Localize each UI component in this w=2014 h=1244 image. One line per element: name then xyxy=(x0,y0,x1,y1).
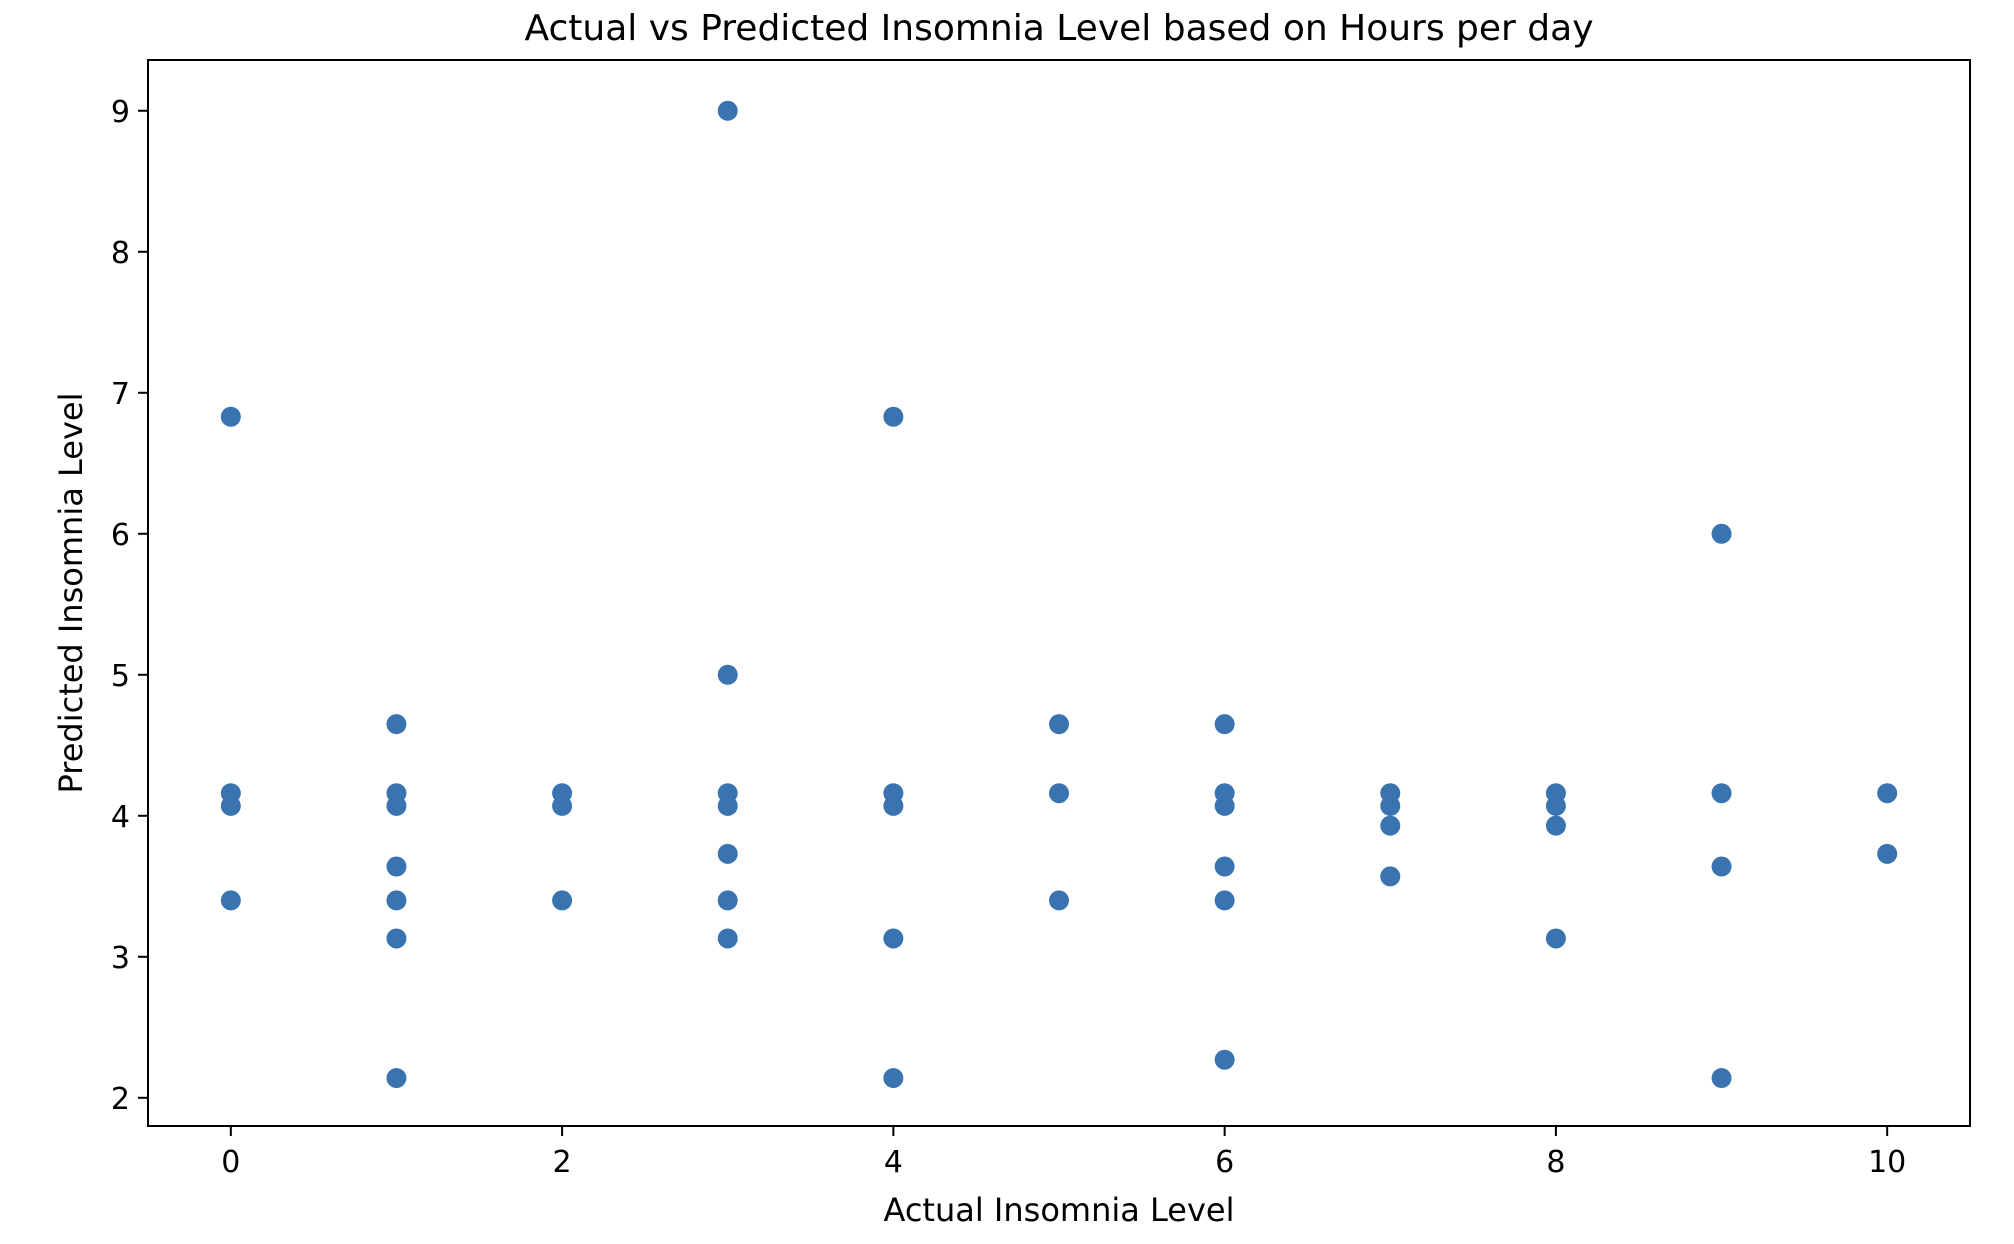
data-point xyxy=(717,795,738,816)
data-point xyxy=(717,100,738,121)
data-point xyxy=(717,664,738,685)
x-axis-label: Actual Insomnia Level xyxy=(884,1191,1235,1229)
data-point xyxy=(386,928,407,949)
x-tick-label: 8 xyxy=(1546,1145,1565,1180)
data-point xyxy=(883,928,904,949)
x-tick-label: 4 xyxy=(884,1145,903,1180)
x-tick-label: 10 xyxy=(1868,1145,1906,1180)
data-point xyxy=(1380,795,1401,816)
data-point xyxy=(386,856,407,877)
data-point xyxy=(1380,815,1401,836)
data-point xyxy=(883,1068,904,1089)
data-point xyxy=(717,928,738,949)
data-point xyxy=(386,795,407,816)
data-point xyxy=(1711,856,1732,877)
data-point xyxy=(386,714,407,735)
data-point xyxy=(220,890,241,911)
y-tick-label: 2 xyxy=(111,1082,130,1117)
y-tick-label: 8 xyxy=(111,236,130,271)
data-point xyxy=(552,890,573,911)
data-point xyxy=(386,890,407,911)
data-point xyxy=(220,795,241,816)
data-point xyxy=(1877,783,1898,804)
data-point xyxy=(1214,856,1235,877)
data-point xyxy=(1877,843,1898,864)
data-point xyxy=(1380,866,1401,887)
data-point xyxy=(1214,714,1235,735)
y-tick-label: 9 xyxy=(111,95,130,130)
y-axis-label: Predicted Insomnia Level xyxy=(52,393,90,794)
data-point xyxy=(1545,928,1566,949)
plot-area-frame xyxy=(147,59,1971,1127)
data-point xyxy=(1545,795,1566,816)
y-tick-label: 4 xyxy=(111,800,130,835)
data-point xyxy=(717,890,738,911)
data-point xyxy=(1711,783,1732,804)
data-point xyxy=(1545,815,1566,836)
y-tick-label: 7 xyxy=(111,377,130,412)
data-points xyxy=(220,100,1898,1089)
data-point xyxy=(1711,523,1732,544)
y-tick-label: 5 xyxy=(111,659,130,694)
data-point xyxy=(1214,795,1235,816)
data-point xyxy=(1049,890,1069,911)
y-tick-label: 3 xyxy=(111,941,130,976)
data-point xyxy=(386,1068,407,1089)
data-point xyxy=(220,406,241,427)
x-tick-label: 0 xyxy=(221,1145,240,1180)
x-axis-ticks: 0 2 4 6 8 10 xyxy=(221,1126,1906,1180)
data-point xyxy=(883,406,904,427)
data-point xyxy=(1049,783,1069,804)
data-point xyxy=(717,843,738,864)
data-point xyxy=(1711,1068,1732,1089)
y-axis-ticks: 2 3 4 5 6 7 8 9 xyxy=(111,95,148,1117)
data-point xyxy=(1214,1049,1235,1070)
data-point xyxy=(883,795,904,816)
chart-title: Actual vs Predicted Insomnia Level based… xyxy=(524,8,1593,49)
x-tick-label: 2 xyxy=(553,1145,572,1180)
data-point xyxy=(1049,714,1069,735)
y-tick-label: 6 xyxy=(111,518,130,553)
data-point xyxy=(552,795,573,816)
x-tick-label: 6 xyxy=(1215,1145,1234,1180)
data-point xyxy=(1214,890,1235,911)
